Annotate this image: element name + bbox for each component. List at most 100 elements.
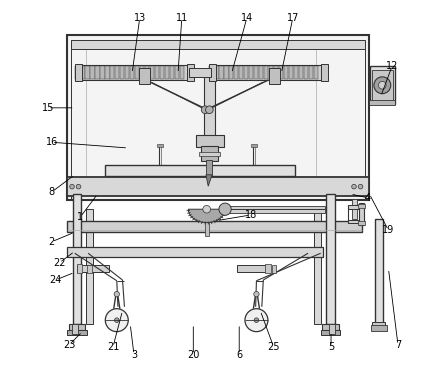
Bar xyxy=(139,68,151,84)
Bar xyxy=(73,194,81,324)
Text: 3: 3 xyxy=(131,349,137,359)
Bar xyxy=(190,68,210,77)
Text: 17: 17 xyxy=(286,13,299,23)
Bar xyxy=(375,219,383,324)
Bar xyxy=(264,66,268,79)
Bar xyxy=(209,65,323,80)
Circle shape xyxy=(254,318,259,323)
Bar xyxy=(322,324,339,330)
Bar xyxy=(135,66,139,79)
Circle shape xyxy=(203,205,210,213)
Text: 18: 18 xyxy=(245,210,257,220)
Bar xyxy=(358,204,365,208)
Bar xyxy=(251,144,257,147)
Text: 21: 21 xyxy=(107,342,119,352)
Bar xyxy=(321,64,329,81)
Bar xyxy=(358,222,365,225)
Bar xyxy=(314,66,318,79)
Bar xyxy=(239,66,243,79)
Circle shape xyxy=(358,184,363,189)
Bar xyxy=(91,66,95,79)
Bar xyxy=(110,66,115,79)
Circle shape xyxy=(115,318,119,323)
Bar xyxy=(373,322,385,327)
Bar xyxy=(369,100,395,105)
Bar xyxy=(150,66,154,79)
Polygon shape xyxy=(206,175,212,186)
Text: 19: 19 xyxy=(382,225,395,235)
Bar xyxy=(269,66,273,79)
Bar xyxy=(269,68,280,84)
Bar xyxy=(254,66,258,79)
Bar xyxy=(72,324,78,334)
Bar xyxy=(265,264,270,273)
Text: 2: 2 xyxy=(48,237,55,247)
Bar xyxy=(279,66,283,79)
Text: 11: 11 xyxy=(176,13,188,23)
Text: 12: 12 xyxy=(386,61,398,71)
Bar xyxy=(249,66,254,79)
Bar xyxy=(125,66,129,79)
Text: 25: 25 xyxy=(267,342,280,352)
Circle shape xyxy=(352,184,356,189)
Circle shape xyxy=(374,77,391,94)
Bar xyxy=(105,66,110,79)
Bar xyxy=(87,265,92,273)
Circle shape xyxy=(114,291,119,297)
Bar xyxy=(219,66,223,79)
Bar xyxy=(170,66,174,79)
Bar xyxy=(209,64,216,81)
Bar xyxy=(294,66,298,79)
Bar xyxy=(272,265,276,273)
Text: 14: 14 xyxy=(241,13,253,23)
Text: 16: 16 xyxy=(46,137,58,147)
Text: 8: 8 xyxy=(49,187,55,197)
Bar xyxy=(210,66,214,79)
Text: 7: 7 xyxy=(395,340,401,350)
Bar xyxy=(67,330,87,335)
Bar xyxy=(67,177,369,196)
Bar xyxy=(370,66,395,104)
Bar xyxy=(67,247,323,257)
Circle shape xyxy=(378,81,386,89)
Bar xyxy=(67,222,362,232)
Bar xyxy=(237,265,270,271)
Bar xyxy=(75,64,82,81)
Bar xyxy=(329,324,335,334)
Bar xyxy=(100,66,104,79)
Bar xyxy=(160,66,164,79)
Bar xyxy=(201,146,218,161)
Bar xyxy=(314,209,321,324)
Text: 23: 23 xyxy=(63,340,75,350)
Bar xyxy=(326,194,335,324)
Bar xyxy=(105,165,295,175)
Text: 15: 15 xyxy=(42,103,54,113)
Bar xyxy=(67,35,369,200)
Bar xyxy=(309,66,313,79)
Polygon shape xyxy=(188,209,225,223)
Text: 5: 5 xyxy=(328,342,334,352)
Circle shape xyxy=(70,184,74,189)
Bar xyxy=(180,66,184,79)
Bar xyxy=(274,66,278,79)
Bar xyxy=(145,66,149,79)
Bar xyxy=(175,66,179,79)
Bar xyxy=(299,66,303,79)
Circle shape xyxy=(254,291,259,297)
Bar xyxy=(165,66,169,79)
Bar xyxy=(284,66,288,79)
Bar xyxy=(196,136,223,147)
Bar xyxy=(140,66,144,79)
Text: 13: 13 xyxy=(134,13,146,23)
Bar xyxy=(86,209,93,324)
Bar xyxy=(234,66,238,79)
Text: 6: 6 xyxy=(236,349,242,359)
Bar xyxy=(71,40,365,48)
Circle shape xyxy=(245,309,268,332)
Circle shape xyxy=(76,184,81,189)
Bar xyxy=(348,220,361,223)
Text: 22: 22 xyxy=(53,258,66,268)
Bar xyxy=(229,66,234,79)
Text: 1: 1 xyxy=(77,212,83,222)
Bar xyxy=(157,144,163,147)
